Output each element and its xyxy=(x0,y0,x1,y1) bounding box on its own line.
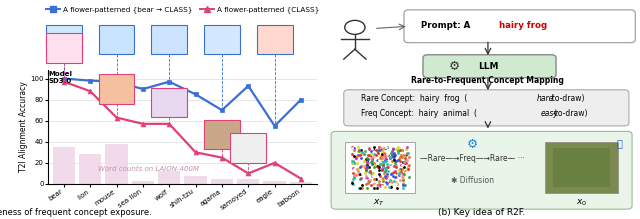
Bar xyxy=(158,171,180,184)
FancyBboxPatch shape xyxy=(553,148,610,187)
FancyBboxPatch shape xyxy=(331,131,632,209)
Text: hard: hard xyxy=(537,94,554,104)
Text: ✱ Diffusion: ✱ Diffusion xyxy=(451,176,493,185)
Text: Prompt: A: Prompt: A xyxy=(421,21,474,30)
Text: Alternating Concept Guidance: Alternating Concept Guidance xyxy=(423,131,553,140)
Text: -to-draw): -to-draw) xyxy=(550,94,585,104)
FancyBboxPatch shape xyxy=(545,142,618,193)
Text: ⚙: ⚙ xyxy=(449,60,460,73)
Bar xyxy=(184,175,207,184)
Text: (a) Effectiveness of frequent concept exposure.: (a) Effectiveness of frequent concept ex… xyxy=(0,208,152,217)
Text: Word counts on LAION-400M: Word counts on LAION-400M xyxy=(98,166,199,172)
Text: 🔒: 🔒 xyxy=(616,138,622,148)
FancyBboxPatch shape xyxy=(404,10,636,43)
Text: $x_0$: $x_0$ xyxy=(576,197,587,208)
Text: Freq Concept:  hairy  animal  (: Freq Concept: hairy animal ( xyxy=(361,109,477,118)
Bar xyxy=(264,181,286,184)
Text: Model
SD3.0: Model SD3.0 xyxy=(49,71,72,84)
Text: (b) Key idea of R2F.: (b) Key idea of R2F. xyxy=(438,208,525,217)
Bar xyxy=(237,179,259,184)
Text: —Rare—→Freq—→Rare— ···: —Rare—→Freq—→Rare— ··· xyxy=(420,154,524,163)
Text: -to-draw): -to-draw) xyxy=(553,109,588,118)
Text: LLM: LLM xyxy=(477,62,498,71)
Text: easy: easy xyxy=(540,109,558,118)
Text: Rare-to-Frequent Concept Mapping: Rare-to-Frequent Concept Mapping xyxy=(412,76,564,85)
Bar xyxy=(106,144,128,184)
Bar xyxy=(52,147,75,184)
Y-axis label: T2I Alignment Accuracy: T2I Alignment Accuracy xyxy=(19,82,28,172)
Text: ⚙: ⚙ xyxy=(467,138,477,151)
Text: $x_T$: $x_T$ xyxy=(372,197,385,208)
Bar xyxy=(132,181,154,184)
FancyBboxPatch shape xyxy=(344,90,629,126)
Text: hairy frog: hairy frog xyxy=(499,21,547,30)
FancyBboxPatch shape xyxy=(423,55,556,78)
Bar xyxy=(211,179,233,184)
FancyBboxPatch shape xyxy=(346,142,415,193)
Bar xyxy=(290,182,312,184)
Bar xyxy=(79,154,101,184)
Text: Rare Concept:  hairy  frog  (: Rare Concept: hairy frog ( xyxy=(361,94,468,104)
Legend: A flower-patterned {bear → CLASS}, A flower-patterned {CLASS}: A flower-patterned {bear → CLASS}, A flo… xyxy=(43,3,322,16)
